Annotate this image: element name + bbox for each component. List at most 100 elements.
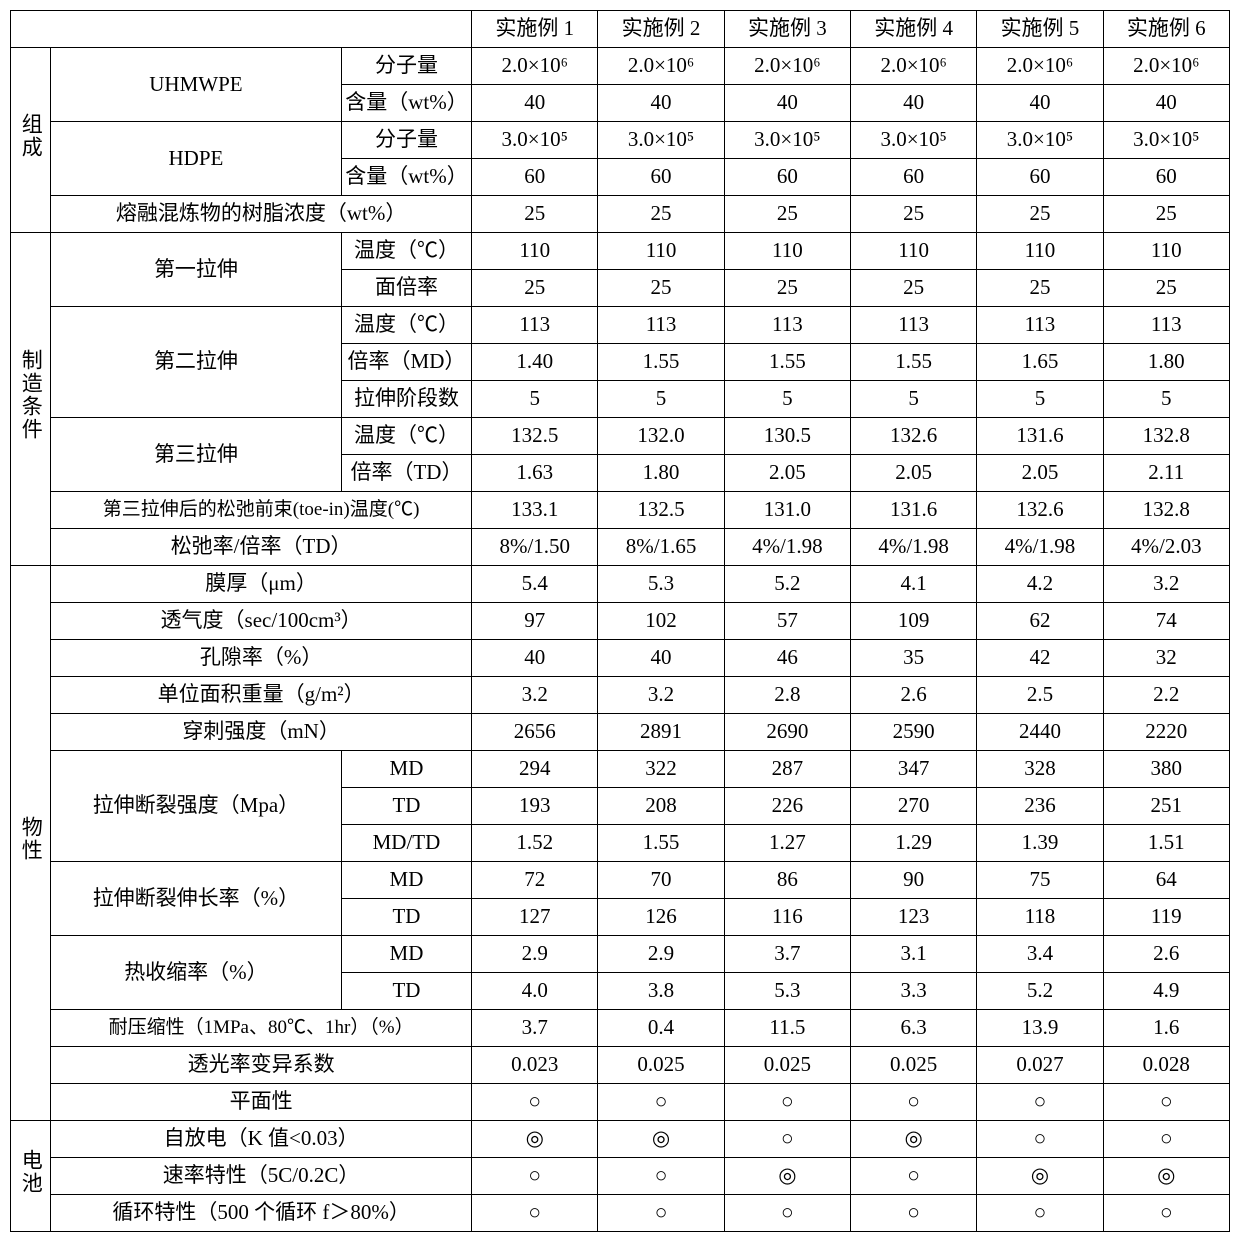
cell: 132.6	[977, 492, 1103, 529]
cell: 1.52	[472, 825, 598, 862]
cell: 0.023	[472, 1047, 598, 1084]
cell: 2.6	[1103, 936, 1229, 973]
cell: 0.025	[724, 1047, 850, 1084]
cell: 60	[724, 159, 850, 196]
cell: 131.6	[977, 418, 1103, 455]
label-resin-conc: 熔融混炼物的树脂浓度（wt%）	[51, 196, 472, 233]
cell: 3.3	[851, 973, 977, 1010]
cell: 25	[724, 270, 850, 307]
label-stretch1: 第一拉伸	[51, 233, 342, 307]
cell: 236	[977, 788, 1103, 825]
cell: ○	[977, 1084, 1103, 1121]
label-compress: 耐压缩性（1MPa、80℃、1hr）（%）	[51, 1010, 472, 1047]
cell: 3.2	[598, 677, 724, 714]
cell: 2.0×10⁶	[598, 48, 724, 85]
table-row: 拉伸断裂伸长率（%） MD 727086907564	[11, 862, 1230, 899]
cell: 2656	[472, 714, 598, 751]
cell: 0.028	[1103, 1047, 1229, 1084]
cell: ◎	[724, 1158, 850, 1195]
cell: 2690	[724, 714, 850, 751]
cell: 119	[1103, 899, 1229, 936]
cell: 32	[1103, 640, 1229, 677]
cell: 5.2	[977, 973, 1103, 1010]
cell: 2.11	[1103, 455, 1229, 492]
table-row: 透气度（sec/100cm³） 97102571096274	[11, 603, 1230, 640]
cell: ○	[851, 1084, 977, 1121]
label-md: MD	[341, 936, 471, 973]
cell: 1.27	[724, 825, 850, 862]
cell: 5	[472, 381, 598, 418]
cell: 2.2	[1103, 677, 1229, 714]
cell: 0.027	[977, 1047, 1103, 1084]
cell: 3.0×10⁵	[472, 122, 598, 159]
cell: 110	[851, 233, 977, 270]
cell: 8%/1.65	[598, 529, 724, 566]
cell: 2.6	[851, 677, 977, 714]
cell: 1.29	[851, 825, 977, 862]
cell: ○	[472, 1195, 598, 1232]
cell: 109	[851, 603, 977, 640]
header-blank	[11, 11, 472, 48]
cell: ○	[724, 1121, 850, 1158]
label-porosity: 孔隙率（%）	[51, 640, 472, 677]
cell: 116	[724, 899, 850, 936]
cell: 3.8	[598, 973, 724, 1010]
label-elongation: 拉伸断裂伸长率（%）	[51, 862, 342, 936]
cell: 4%/1.98	[724, 529, 850, 566]
cell: 132.8	[1103, 492, 1229, 529]
cell: 1.51	[1103, 825, 1229, 862]
label-stretch3: 第三拉伸	[51, 418, 342, 492]
cell: 2440	[977, 714, 1103, 751]
table-row: 透光率变异系数 0.0230.0250.0250.0250.0270.028	[11, 1047, 1230, 1084]
cell: 2.0×10⁶	[851, 48, 977, 85]
cell: 3.0×10⁵	[977, 122, 1103, 159]
cell: 127	[472, 899, 598, 936]
cell: 1.39	[977, 825, 1103, 862]
cell: 118	[977, 899, 1103, 936]
cell: 4%/2.03	[1103, 529, 1229, 566]
table-row: 制造条件 第一拉伸 温度（℃） 110110110110110110	[11, 233, 1230, 270]
label-md: MD	[341, 862, 471, 899]
label-tensile-str: 拉伸断裂强度（Mpa）	[51, 751, 342, 862]
cell: 40	[851, 85, 977, 122]
label-selfdis: 自放电（K 值<0.03）	[51, 1121, 472, 1158]
cell: ○	[977, 1195, 1103, 1232]
cell: 5	[851, 381, 977, 418]
table-row: 松弛率/倍率（TD） 8%/1.508%/1.654%/1.984%/1.984…	[11, 529, 1230, 566]
cell: 208	[598, 788, 724, 825]
cell: ○	[1103, 1121, 1229, 1158]
cell: ○	[598, 1084, 724, 1121]
section-battery: 电池	[11, 1121, 51, 1232]
cell: 2.8	[724, 677, 850, 714]
cell: 2.05	[977, 455, 1103, 492]
cell: ○	[472, 1158, 598, 1195]
cell: 3.0×10⁵	[598, 122, 724, 159]
cell: ◎	[1103, 1158, 1229, 1195]
col-ex1: 实施例 1	[472, 11, 598, 48]
cell: ○	[1103, 1084, 1229, 1121]
cell: 132.6	[851, 418, 977, 455]
cell: 1.65	[977, 344, 1103, 381]
table-header-row: 实施例 1 实施例 2 实施例 3 实施例 4 实施例 5 实施例 6	[11, 11, 1230, 48]
cell: 72	[472, 862, 598, 899]
label-content: 含量（wt%）	[341, 85, 471, 122]
cell: 70	[598, 862, 724, 899]
cell: 113	[977, 307, 1103, 344]
table-row: 第三拉伸后的松弛前束(toe-in)温度(℃) 133.1132.5131.01…	[11, 492, 1230, 529]
cell: 25	[724, 196, 850, 233]
label-relax: 松弛率/倍率（TD）	[51, 529, 472, 566]
cell: 1.80	[1103, 344, 1229, 381]
cell: 132.8	[1103, 418, 1229, 455]
cell: 130.5	[724, 418, 850, 455]
cell: 13.9	[977, 1010, 1103, 1047]
cell: 60	[472, 159, 598, 196]
cell: 3.0×10⁵	[851, 122, 977, 159]
cell: 86	[724, 862, 850, 899]
cell: 3.0×10⁵	[724, 122, 850, 159]
cell: 25	[977, 270, 1103, 307]
cell: 25	[977, 196, 1103, 233]
cell: ○	[598, 1158, 724, 1195]
cell: 4.0	[472, 973, 598, 1010]
cell: 131.6	[851, 492, 977, 529]
cell: 3.1	[851, 936, 977, 973]
